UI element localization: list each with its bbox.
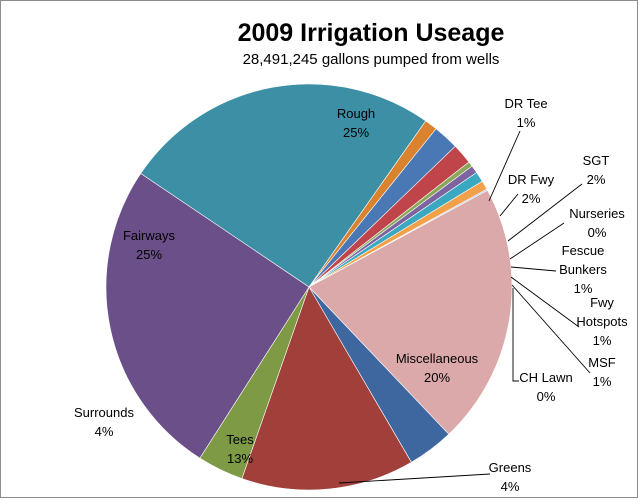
data-label-name: Nurseries bbox=[569, 206, 625, 221]
data-label-name: Surrounds bbox=[74, 405, 134, 420]
data-label-percent: 4% bbox=[95, 424, 114, 439]
data-label-percent: 13% bbox=[227, 451, 253, 466]
data-label-percent: 25% bbox=[343, 125, 369, 140]
data-label-name: DR Fwy bbox=[508, 172, 555, 187]
data-label-name: Bunkers bbox=[559, 262, 607, 277]
data-label-name: DR Tee bbox=[504, 96, 547, 111]
pie-slice-tees bbox=[241, 286, 412, 491]
data-label-percent: 1% bbox=[593, 374, 612, 389]
chart-subtitle: 28,491,245 gallons pumped from wells bbox=[243, 51, 500, 68]
leader-line bbox=[338, 473, 491, 484]
data-label-name: CH Lawn bbox=[519, 370, 572, 385]
leader-line bbox=[512, 288, 519, 382]
data-label-percent: 2% bbox=[587, 172, 606, 187]
pie-slice-fairways bbox=[105, 173, 310, 459]
pie-slice-rough bbox=[140, 83, 427, 288]
data-label-percent: 1% bbox=[574, 281, 593, 296]
leader-line bbox=[511, 284, 591, 374]
data-label-name: SGT bbox=[583, 153, 610, 168]
data-label-percent: 0% bbox=[588, 225, 607, 240]
leader-line bbox=[507, 183, 583, 242]
data-label-percent: 0% bbox=[537, 389, 556, 404]
data-label-percent: 20% bbox=[424, 370, 450, 385]
data-label-name: Greens bbox=[489, 460, 532, 475]
data-label-name: Tees bbox=[226, 432, 254, 447]
leader-line bbox=[510, 266, 557, 272]
data-label-name: Fescue bbox=[562, 243, 605, 258]
data-label-name: Fwy bbox=[590, 295, 614, 310]
data-label-percent: 25% bbox=[136, 247, 162, 262]
data-label-percent: 1% bbox=[517, 115, 536, 130]
data-label-percent: 2% bbox=[522, 191, 541, 206]
data-label-name: Rough bbox=[337, 106, 375, 121]
leader-line bbox=[488, 130, 521, 202]
leader-line bbox=[509, 222, 565, 260]
chart-title: 2009 Irrigation Useage bbox=[238, 19, 505, 47]
data-label-percent: 4% bbox=[501, 479, 520, 494]
leader-line bbox=[510, 276, 580, 328]
data-label-name: Hotspots bbox=[576, 314, 628, 329]
data-label-percent: 1% bbox=[593, 333, 612, 348]
pie-slice-miscellaneous bbox=[308, 189, 513, 435]
data-label-name: MSF bbox=[588, 355, 616, 370]
leader-line bbox=[499, 193, 519, 217]
data-label-name: Fairways bbox=[123, 228, 176, 243]
data-label-name: Miscellaneous bbox=[396, 351, 479, 366]
